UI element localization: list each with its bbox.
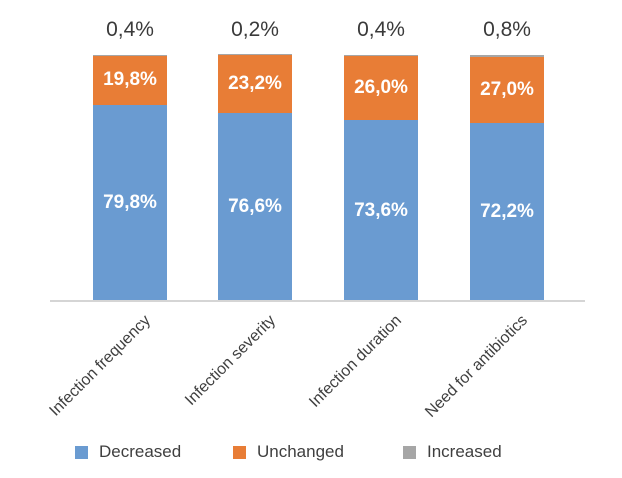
x-axis-line [50,300,585,302]
bar-segment-unchanged [93,55,167,105]
above-bar-value-label: 0,4% [357,18,405,41]
bar-segment-decreased [344,119,418,301]
bar-segment-decreased [93,104,167,301]
decreased-swatch-icon [75,445,88,459]
segment-value-label: 76,6% [228,195,282,217]
unchanged-swatch-icon [233,445,246,459]
bar-segment-decreased [470,123,544,301]
legend-item-increased: Increased [403,442,502,462]
segment-value-label: 23,2% [228,73,282,95]
bar-segment-increased [93,54,167,56]
legend-label: Unchanged [257,442,344,461]
above-bar-value-label: 0,8% [483,18,531,41]
legend-item-unchanged: Unchanged [233,442,344,462]
bar-segment-decreased [218,112,292,301]
increased-swatch-icon [403,445,416,459]
segment-value-label: 19,8% [103,68,157,90]
segment-value-label: 72,2% [480,201,534,223]
bar-segment-unchanged [470,56,544,124]
segment-value-label: 26,0% [354,76,408,98]
bar-segment-unchanged [344,55,418,120]
bar-segment-increased [344,54,418,56]
bar-segment-increased [218,54,292,56]
above-bar-value-label: 0,4% [106,18,154,41]
above-bar-value-label: 0,2% [231,18,279,41]
legend-label: Increased [427,442,502,461]
segment-value-label: 79,8% [103,191,157,213]
legend-item-decreased: Decreased [75,442,181,462]
bar-segment-increased [470,55,544,57]
segment-value-label: 73,6% [354,199,408,221]
segment-value-label: 27,0% [480,78,534,100]
legend-label: Decreased [99,442,182,461]
bar-segment-unchanged [218,55,292,113]
